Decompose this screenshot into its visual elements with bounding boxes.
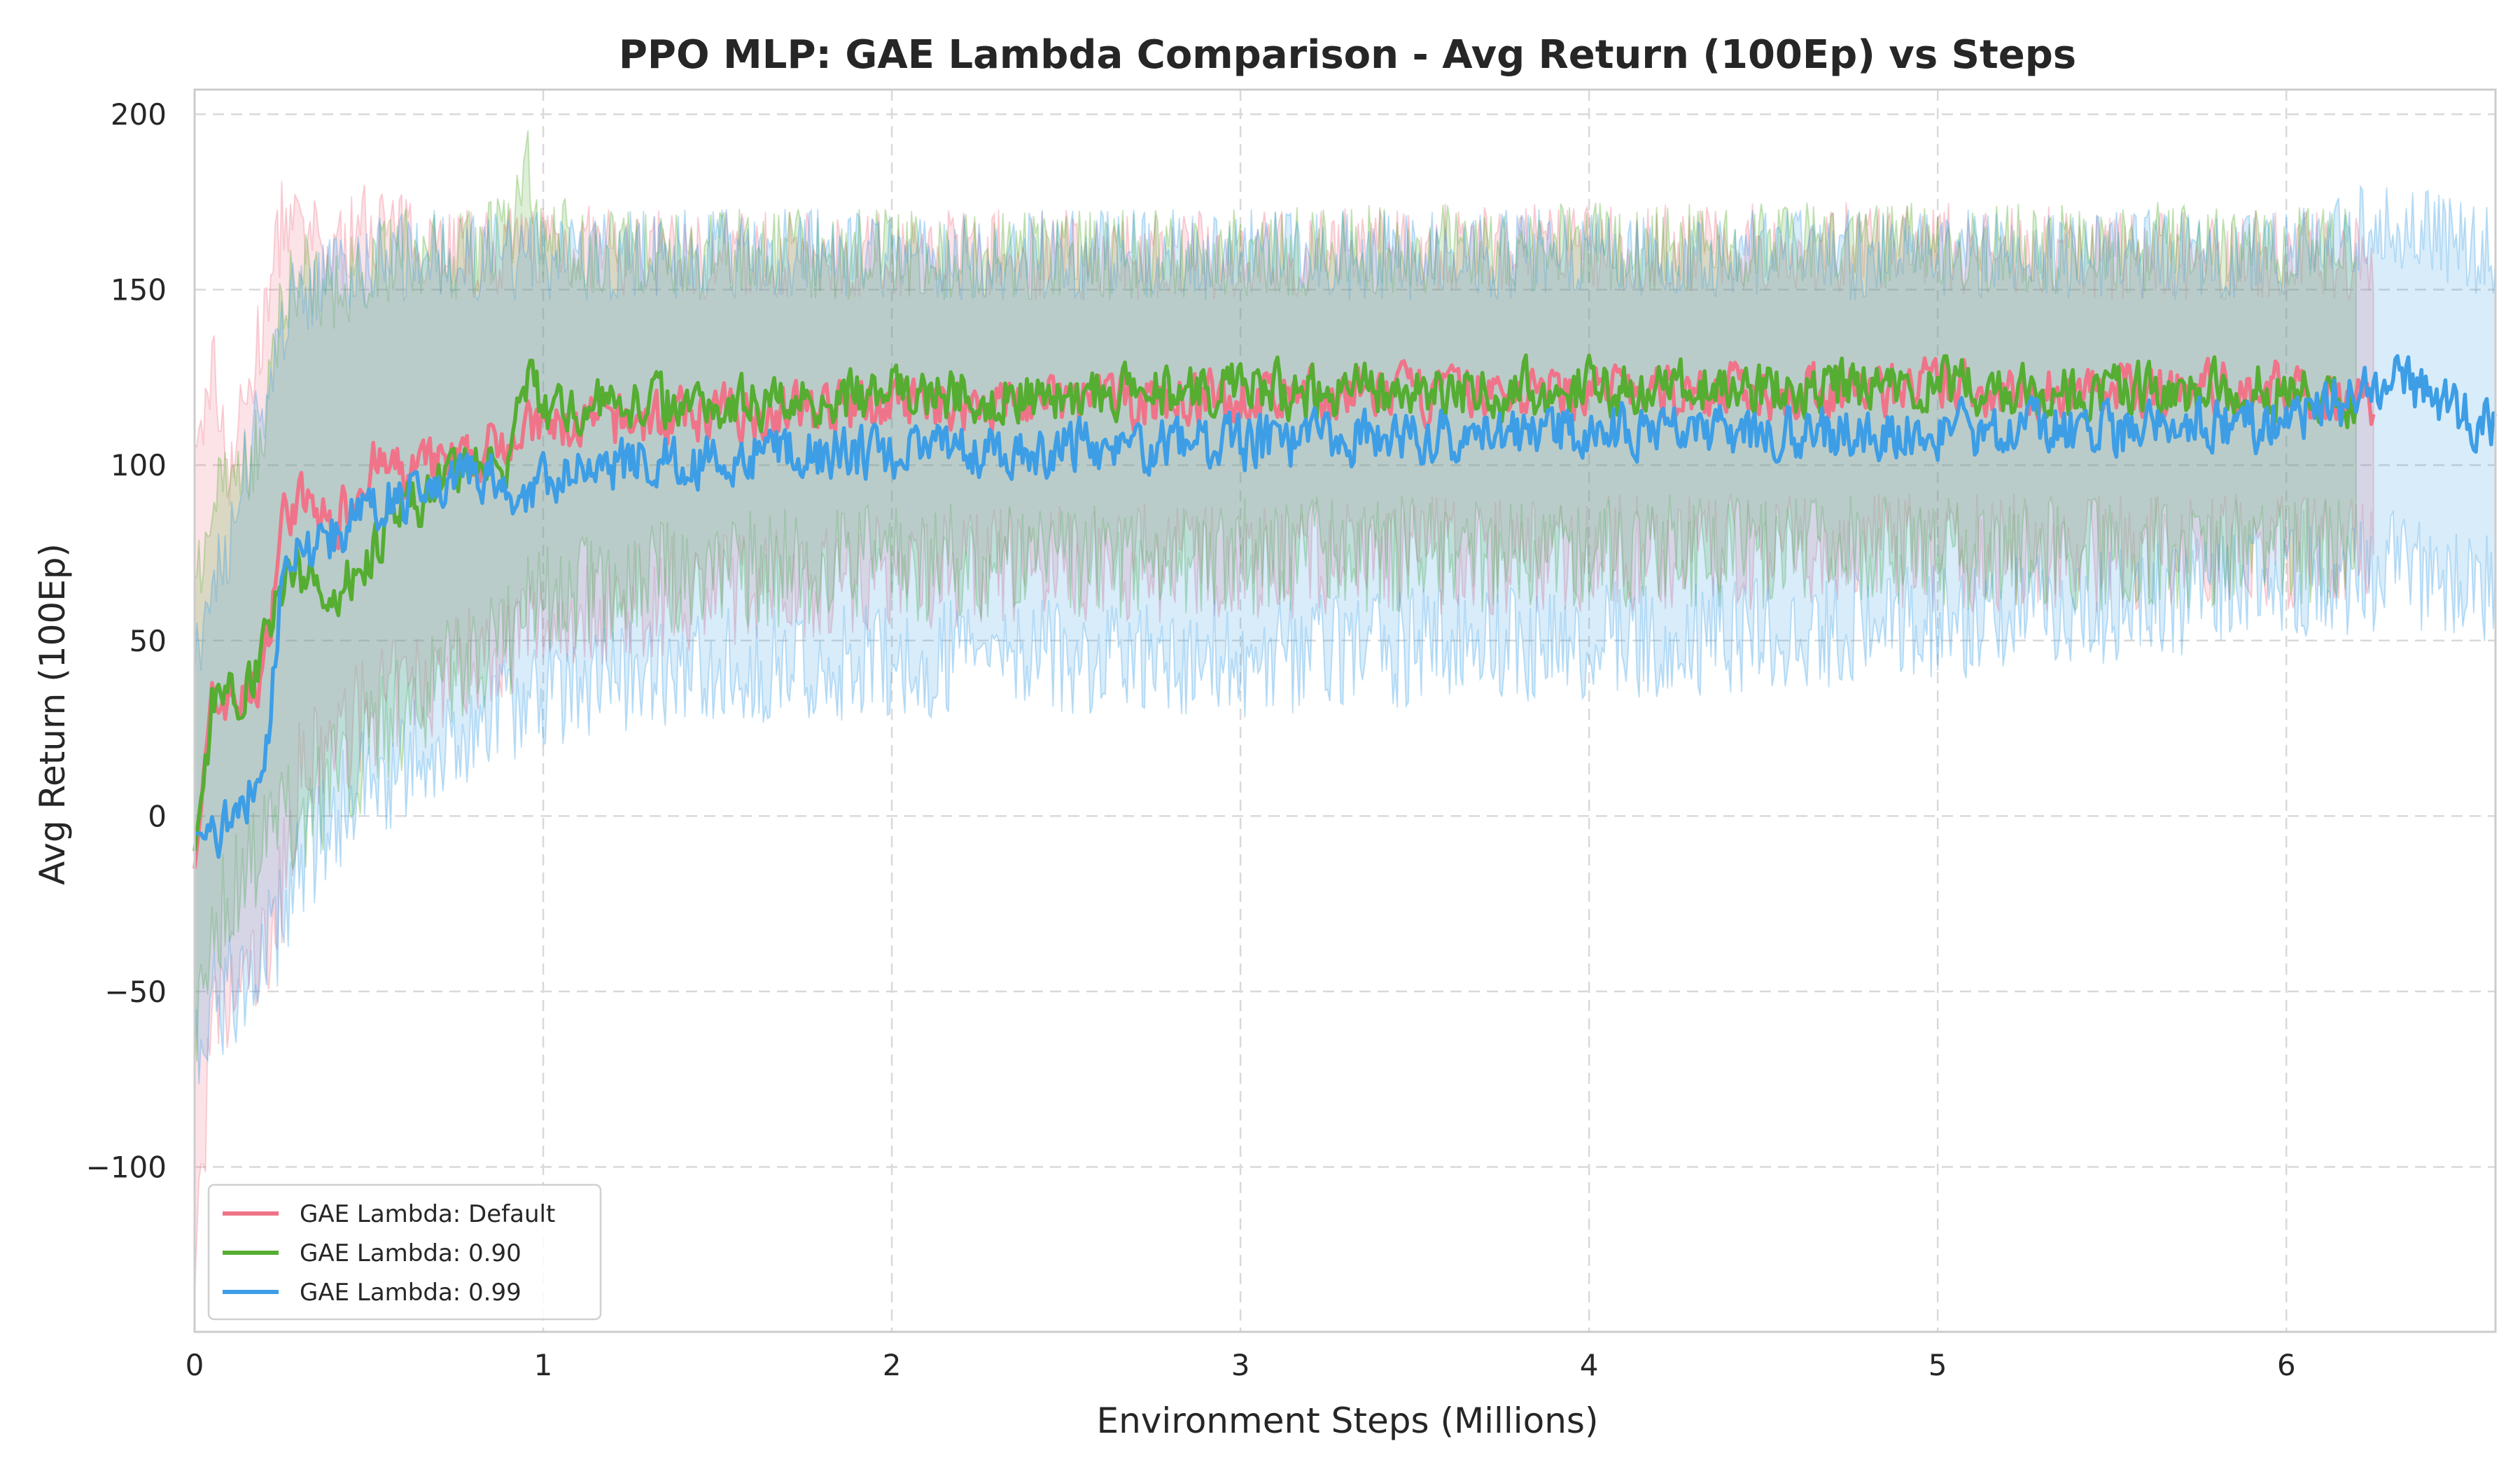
x-tick-label: 1 bbox=[534, 1348, 553, 1382]
legend-label: GAE Lambda: Default bbox=[300, 1200, 555, 1228]
y-tick-label: −50 bbox=[104, 975, 167, 1009]
x-tick-label: 3 bbox=[1231, 1348, 1250, 1382]
x-tick-label: 4 bbox=[1580, 1348, 1599, 1382]
y-axis-label: Avg Return (100Ep) bbox=[32, 543, 73, 885]
y-tick-label: 0 bbox=[148, 799, 167, 833]
chart-title: PPO MLP: GAE Lambda Comparison - Avg Ret… bbox=[619, 32, 2076, 78]
x-axis-label: Environment Steps (Millions) bbox=[1097, 1400, 1599, 1441]
y-tick-labels: −100 −50 0 50 100 150 200 bbox=[86, 97, 167, 1184]
y-tick-label: −100 bbox=[86, 1150, 167, 1184]
y-tick-label: 100 bbox=[111, 448, 167, 482]
plot-frame bbox=[193, 88, 2497, 1333]
legend: GAE Lambda: Default GAE Lambda: 0.90 GAE L… bbox=[207, 1183, 602, 1321]
legend-label: GAE Lambda: 0.99 bbox=[300, 1279, 522, 1307]
grid bbox=[195, 90, 2496, 1332]
x-tick-label: 2 bbox=[883, 1348, 902, 1382]
series-line bbox=[192, 353, 2358, 851]
series-line bbox=[192, 356, 2376, 869]
confidence-band bbox=[194, 130, 2357, 1062]
legend-box bbox=[207, 1183, 602, 1321]
confidence-bands bbox=[194, 130, 2496, 1298]
x-tick-label: 0 bbox=[186, 1348, 204, 1382]
x-tick-labels: 0 1 2 3 4 5 6 bbox=[186, 1348, 2296, 1382]
y-tick-label: 50 bbox=[130, 624, 167, 658]
x-tick-label: 5 bbox=[1928, 1348, 1947, 1382]
confidence-band bbox=[194, 184, 2496, 1085]
y-tick-label: 200 bbox=[111, 97, 167, 132]
series-line bbox=[195, 354, 2498, 859]
series-lines bbox=[192, 353, 2498, 869]
x-tick-label: 6 bbox=[2277, 1348, 2296, 1382]
y-tick-label: 150 bbox=[111, 273, 167, 307]
legend-label: GAE Lambda: 0.90 bbox=[300, 1239, 522, 1267]
